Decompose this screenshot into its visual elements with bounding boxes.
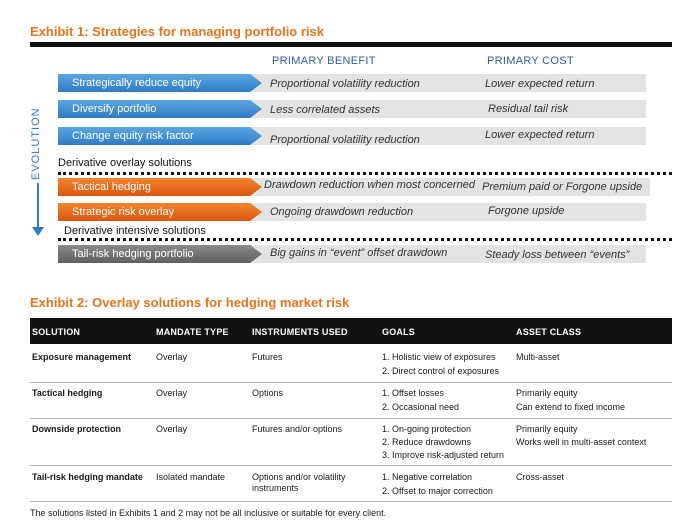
evolution-label: EVOLUTION [30, 107, 42, 181]
th-goals: GOALS [382, 327, 416, 337]
strategy-label: Strategically reduce equity [58, 74, 262, 92]
cell-solution: Downside protection [32, 424, 122, 434]
dotted-divider [58, 238, 672, 241]
cell-asset-class: Multi-asset [516, 352, 560, 362]
evolution-arrow-line [37, 183, 39, 227]
strategy-cost: Lower expected return [485, 129, 595, 141]
footnote: The solutions listed in Exhibits 1 and 2… [30, 508, 387, 518]
cell-goal: 2. Offset to major correction [382, 486, 493, 496]
cell-mandate: Isolated mandate [156, 472, 226, 482]
strategy-cost: Premium paid or Forgone upside [482, 181, 643, 193]
primary-benefit-header: PRIMARY BENEFIT [272, 55, 376, 67]
cell-goal: 2. Reduce drawdowns [382, 437, 472, 447]
cell-instruments: Options and/or volatility instruments [252, 472, 346, 493]
evolution-arrow-down-icon [32, 227, 44, 236]
primary-cost-header: PRIMARY COST [487, 55, 574, 67]
strategy-benefit: Proportional volatility reduction [270, 134, 420, 146]
strategy-label: Change equity risk factor [58, 127, 262, 145]
strategy-benefit: Big gains in “event” offset drawdown [270, 247, 448, 259]
th-solution: SOLUTION [32, 327, 81, 337]
strategy-cost: Steady loss between “events” [485, 249, 630, 261]
strategy-benefit: Proportional volatility reduction [270, 78, 420, 90]
strategy-cost: Forgone upside [488, 205, 565, 217]
strategy-label: Tactical hedging [58, 178, 262, 196]
strategy-cost: Lower expected return [485, 78, 595, 90]
exhibit2-title: Exhibit 2: Overlay solutions for hedging… [30, 295, 350, 310]
th-instruments-used: INSTRUMENTS USED [252, 327, 348, 337]
cell-goal: 3. Improve risk-adjusted return [382, 450, 505, 460]
strategy-label: Strategic risk overlay [58, 203, 262, 221]
dotted-divider [58, 172, 672, 175]
cell-asset-class: Primarily equity [516, 388, 578, 398]
strategy-cost: Residual tail risk [488, 103, 569, 115]
cell-instruments: Futures and/or options [252, 424, 343, 434]
cell-asset-class: Works well in multi-asset context [516, 437, 647, 447]
cell-mandate: Overlay [156, 352, 188, 362]
cell-asset-class: Can extend to fixed income [516, 402, 626, 412]
strategy-benefit: Ongoing drawdown reduction [270, 206, 414, 218]
table-row-divider [30, 465, 672, 466]
strategy-label: Tail-risk hedging portfolio [58, 245, 262, 263]
cell-solution: Exposure management [32, 352, 132, 362]
table-row-divider [30, 418, 672, 419]
strategy-benefit: Drawdown reduction when most concerned [264, 179, 475, 191]
table-row-divider [30, 501, 672, 502]
table-header [30, 318, 672, 344]
cell-goal: 2. Occasional need [382, 402, 460, 412]
derivative-overlay-label: Derivative overlay solutions [58, 157, 192, 169]
strategy-benefit: Less correlated assets [270, 104, 381, 116]
cell-solution: Tail-risk hedging mandate [32, 472, 143, 482]
cell-instruments: Options [252, 388, 284, 398]
cell-goal: 1. On-going protection [382, 424, 472, 434]
cell-goal: 1. Offset losses [382, 388, 444, 398]
cell-solution: Tactical hedging [32, 388, 103, 398]
cell-goal: 1. Holistic view of exposures [382, 352, 496, 362]
table-row-divider [30, 382, 672, 383]
cell-asset-class: Cross-asset [516, 472, 565, 482]
cell-goal: 2. Direct control of exposures [382, 366, 500, 376]
derivative-intensive-label: Derivative intensive solutions [64, 225, 206, 237]
th-asset-class: ASSET CLASS [516, 327, 582, 337]
cell-goal: 1. Negative correlation [382, 472, 473, 482]
cell-instruments: Futures [252, 352, 283, 362]
cell-mandate: Overlay [156, 388, 188, 398]
th-mandate-type: MANDATE TYPE [156, 327, 229, 337]
strategy-label: Diversify portfolio [58, 100, 262, 118]
cell-asset-class: Primarily equity [516, 424, 578, 434]
exhibit1-top-rule [30, 42, 672, 47]
exhibit1-title: Exhibit 1: Strategies for managing portf… [30, 24, 324, 39]
cell-mandate: Overlay [156, 424, 188, 434]
